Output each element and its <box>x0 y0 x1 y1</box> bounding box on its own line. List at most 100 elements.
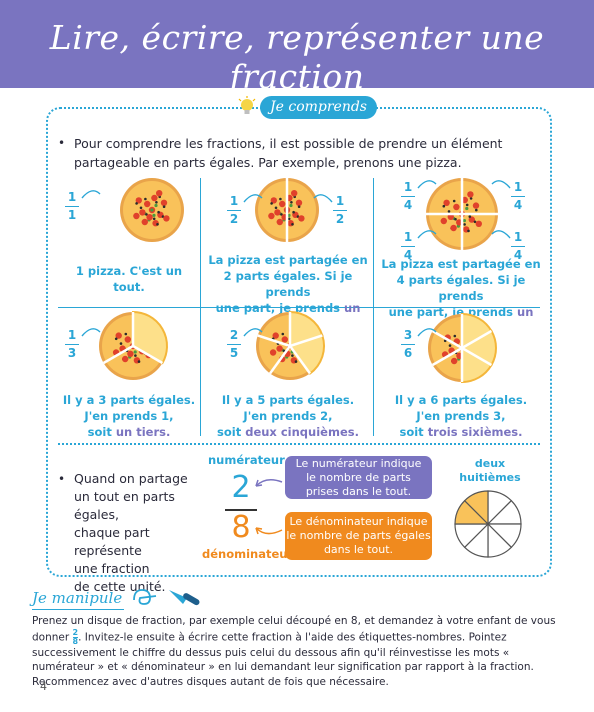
fraction-bar <box>225 509 257 511</box>
fraction-numerator: 1 <box>67 190 77 204</box>
slice-cut <box>461 329 493 350</box>
curved-arrow-icon <box>81 190 101 199</box>
pizza-caption: Il y a 6 parts égales. J'en prends 3, soit… <box>377 392 545 440</box>
fraction-denominator: 6 <box>403 346 413 360</box>
denominator-value: 8 <box>231 510 251 545</box>
caption-line: J'en prends 1, <box>84 409 174 423</box>
denominator-explanation: Le dénominateur indique le nombre de part… <box>285 512 432 560</box>
slice-cut <box>102 344 134 365</box>
manipule-text-part: . Invitez-le ensuite à écrire cette frac… <box>32 631 534 688</box>
pizza <box>256 310 325 380</box>
caption-line: J'en prends 3, <box>416 409 506 423</box>
pizza-illustration <box>428 312 497 384</box>
inline-fraction-num: 2 <box>72 627 79 637</box>
pizza <box>120 178 184 242</box>
pizza <box>428 312 497 384</box>
bottom-bullet: • Quand on partage un tout en parts égale… <box>58 470 208 596</box>
page-title: Lire, écrire, représenter une fraction <box>49 18 545 96</box>
slice-cut <box>289 334 323 348</box>
pizza-illustration <box>255 178 319 242</box>
pizza-illustration <box>120 178 184 242</box>
pizza <box>99 310 168 380</box>
grid-divider <box>58 307 540 308</box>
slice-cut <box>257 334 291 348</box>
curved-arrow-icon <box>417 230 437 239</box>
bottom-bullet-line: une fraction <box>74 561 150 576</box>
manipule-underline <box>32 609 124 610</box>
manipule-text-part: Prenez un disque de fraction, par exempl… <box>32 615 556 644</box>
caption-accent: un tiers. <box>115 425 171 439</box>
numerator-value: 2 <box>231 470 251 505</box>
page-number: 4 <box>40 680 47 693</box>
caption-line: Il y a 3 parts égales. <box>62 393 196 407</box>
curved-arrow-icon <box>417 180 437 189</box>
pizza-illustration <box>426 178 498 250</box>
fraction-denominator: 3 <box>67 346 77 360</box>
denominator-box-line: Le dénominateur indique <box>289 515 428 528</box>
section-tag: Je comprends <box>238 95 377 119</box>
numerator-label: numérateur <box>208 453 285 467</box>
caption-accent: deux cinquièmes. <box>245 425 359 439</box>
caption-line: 1 pizza. C'est un tout. <box>75 264 183 294</box>
denominator-box-line: dans le tout. <box>323 543 394 556</box>
curved-arrow-icon <box>243 328 263 337</box>
fraction-numerator: 1 <box>229 194 239 208</box>
fraction-numerator: 1 <box>403 230 413 244</box>
slice-cut <box>431 346 463 367</box>
numerator-box-line: prises dans le tout. <box>305 485 412 498</box>
bullet-icon: • <box>58 136 66 150</box>
caption-line: Il y a 6 parts égales. <box>394 393 528 407</box>
curved-arrow-icon <box>417 328 437 337</box>
denominator-box-line: le nombre de parts égales <box>286 529 431 542</box>
slice-cut <box>132 344 164 365</box>
fraction-numerator: 1 <box>513 180 523 194</box>
bottom-bullet-line: un tout en parts égales, <box>74 489 175 522</box>
pizza-caption: Il y a 3 parts égales. J'en prends 1, soit… <box>62 392 196 440</box>
header-banner: Lire, écrire, représenter une fraction <box>0 0 594 96</box>
disc-sector-taken <box>463 490 489 526</box>
fraction-denominator: 1 <box>67 208 77 222</box>
disc-label: deux huitièmes <box>458 457 522 485</box>
manipule-text: Prenez un disque de fraction, par exempl… <box>32 614 572 689</box>
fraction-denominator: 4 <box>513 248 523 262</box>
caption-line: La pizza est partagée en <box>208 253 368 267</box>
pizza-caption: Il y a 5 parts égales. J'en prends 2, soit… <box>204 392 372 440</box>
curved-arrow-icon <box>491 230 511 239</box>
curved-arrow-icon <box>243 194 263 203</box>
fraction-denominator: 4 <box>513 198 523 212</box>
fraction-denominator: 2 <box>335 212 345 226</box>
slice-cut <box>461 346 493 367</box>
caption-line: J'en prends 2, <box>243 409 333 423</box>
pizza <box>426 178 498 250</box>
pizza <box>255 178 319 242</box>
fraction-numerator: 1 <box>403 180 413 194</box>
curved-arrow-icon <box>81 328 101 337</box>
intro-text: Pour comprendre les fractions, il est po… <box>74 136 503 170</box>
caption-line: soit un tiers. <box>87 425 171 439</box>
fraction-denominator: 5 <box>229 346 239 360</box>
inline-fraction-den: 8 <box>72 636 79 646</box>
hand-cursor-icon <box>169 590 200 606</box>
caption-line: 4 parts égales. Si je prends <box>396 273 526 303</box>
pizza-caption: La pizza est partagée en 4 parts égales. … <box>377 256 545 336</box>
caption-line: 2 parts égales. Si je prends <box>223 269 353 299</box>
curved-arrow-icon <box>313 194 333 203</box>
bottom-bullet-line: chaque part représente <box>74 525 150 558</box>
caption-line: soit deux cinquièmes. <box>217 425 359 439</box>
caption-line: La pizza est partagée en <box>381 257 541 271</box>
numerator-explanation: Le numérateur indique le nombre de parts p… <box>285 456 432 499</box>
disc-label-line: deux <box>474 457 506 470</box>
loop-arrow-icon <box>133 589 157 605</box>
numerator-box-line: Le numérateur indique <box>295 457 422 470</box>
arrow-icon <box>255 527 283 535</box>
